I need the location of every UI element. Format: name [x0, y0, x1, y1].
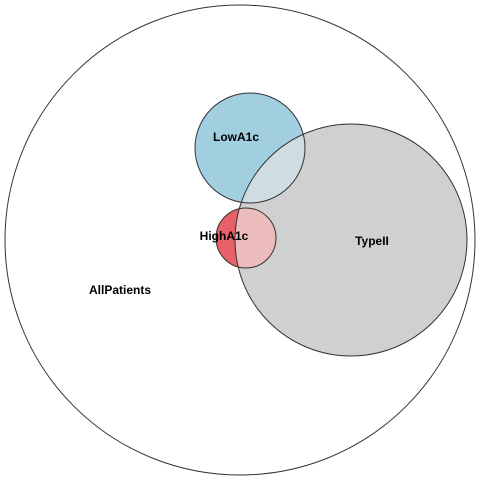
label-higha1c: HighA1c [200, 229, 249, 243]
overlap-higha1c-typeii [235, 208, 276, 268]
outline-lowa1c [194, 92, 306, 204]
label-typeii: TypeII [355, 234, 389, 248]
outline-typeii [234, 123, 468, 357]
label-allpatients: AllPatients [89, 283, 151, 297]
outline-higha1c [215, 207, 277, 269]
label-lowa1c: LowA1c [213, 130, 259, 144]
